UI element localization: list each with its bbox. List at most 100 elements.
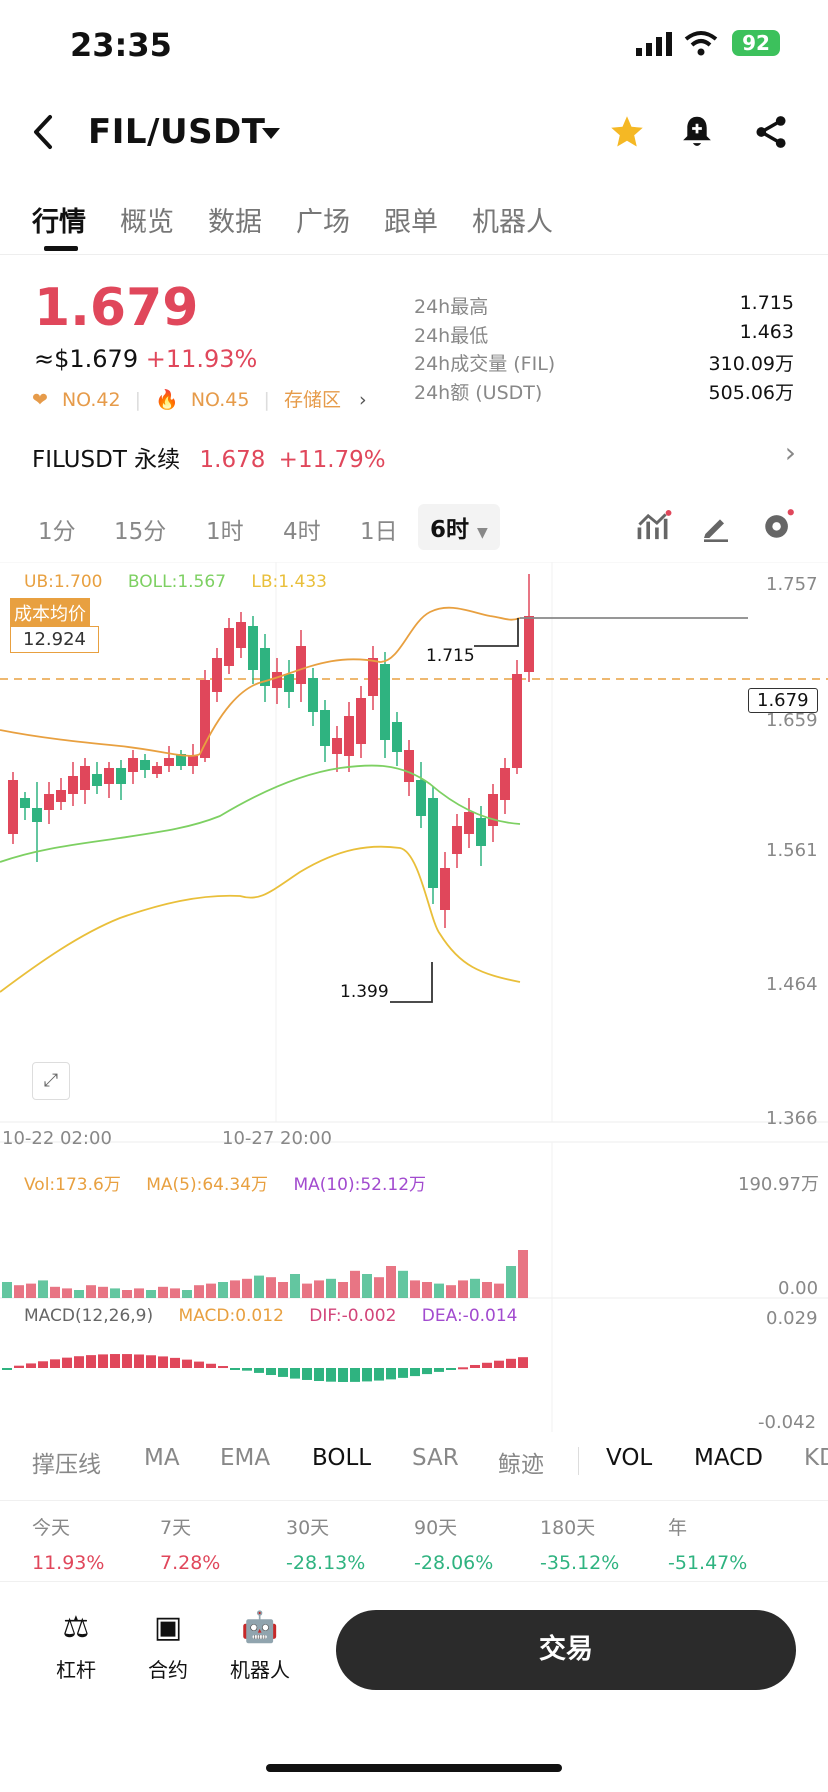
volume-bar [182, 1290, 192, 1298]
volume-bar [422, 1282, 432, 1298]
candle-body [368, 658, 378, 696]
cost-value: 12.924 [10, 626, 99, 653]
volume-bar [146, 1290, 156, 1298]
divider [578, 1447, 579, 1475]
candle-body [476, 818, 486, 846]
tf-4h[interactable]: 4时 [283, 519, 321, 545]
draw-pen-icon[interactable] [700, 510, 732, 542]
candle-body [332, 738, 342, 754]
tf-1d[interactable]: 1日 [360, 519, 398, 545]
macd-bar [494, 1360, 504, 1368]
nav-margin[interactable]: ⚖ 杠杆 [36, 1610, 116, 1683]
settings-gear-icon[interactable] [760, 508, 796, 542]
macd-bar [146, 1355, 156, 1368]
macd-bar [446, 1368, 456, 1370]
volume-macd-panel[interactable]: 0.00 MACD(12,26,9) MACD:0.012 DIF:-0.002… [0, 1242, 828, 1433]
active-tab-indicator [44, 246, 78, 251]
indicator-ema[interactable]: EMA [220, 1445, 271, 1471]
candle-body [224, 628, 234, 666]
rank-2[interactable]: NO.45 [190, 389, 250, 411]
tf-15m[interactable]: 15分 [114, 519, 167, 545]
volume-bar [14, 1285, 24, 1298]
alert-bell-icon[interactable] [680, 114, 714, 150]
perf-label: 90天 [414, 1517, 458, 1539]
price-axis-label: 1.464 [766, 974, 818, 995]
zone-tag[interactable]: 存储区 [283, 389, 341, 411]
tab-market[interactable]: 行情 [32, 207, 86, 238]
pair-title[interactable]: FIL/USDT [88, 112, 266, 152]
status-time: 23:35 [70, 26, 172, 64]
vol-ma10: MA(10):52.12万 [293, 1175, 427, 1195]
perf-label: 今天 [32, 1517, 71, 1539]
volume-bar [506, 1266, 516, 1298]
perpetual-row[interactable]: FILUSDT 永续 1.678 +11.79% › [32, 436, 796, 474]
tf-6h[interactable]: 6时 ▼ [418, 504, 500, 550]
macd-bar [434, 1368, 444, 1372]
volume-bar [218, 1282, 228, 1298]
candle-body [440, 868, 450, 910]
boll-lower-line [0, 845, 521, 993]
share-icon[interactable] [754, 114, 788, 150]
high-label: 1.715 [426, 646, 475, 666]
boll-ub: UB:1.700 [24, 572, 103, 592]
volume-macd-chart[interactable] [0, 1242, 828, 1432]
candle-body [260, 648, 270, 686]
home-indicator [266, 1764, 562, 1772]
perp-change: +11.79% [278, 447, 386, 473]
trade-button[interactable]: 交易 [336, 1610, 796, 1690]
tab-data[interactable]: 数据 [208, 207, 262, 238]
macd-bar [278, 1368, 288, 1377]
nav-futures[interactable]: ▣ 合约 [128, 1610, 208, 1683]
candle-body [236, 622, 246, 648]
nav-bot[interactable]: 🤖 机器人 [220, 1610, 300, 1683]
candle-body [356, 698, 366, 744]
candle-body [284, 674, 294, 692]
volume-bar [122, 1290, 132, 1298]
wifi-icon [684, 31, 718, 56]
candle-body [164, 758, 174, 766]
tf-1m[interactable]: 1分 [38, 519, 76, 545]
indicator-ma[interactable]: MA [144, 1445, 180, 1471]
dropdown-caret-icon[interactable] [262, 128, 280, 140]
candle-body [344, 716, 354, 756]
candle-body [272, 672, 282, 688]
favorite-star-icon[interactable] [608, 114, 646, 150]
indicator-vol[interactable]: VOL [606, 1445, 653, 1471]
price-chart[interactable]: UB:1.700 BOLL:1.567 LB:1.433 成本均价 12.924… [0, 561, 828, 1242]
back-arrow-icon[interactable] [32, 114, 54, 150]
chevron-right-icon[interactable]: › [784, 436, 796, 469]
expand-icon[interactable]: ⤢ [32, 1062, 70, 1100]
tab-overview[interactable]: 概览 [120, 207, 174, 238]
tf-6h-label: 6时 [430, 517, 470, 543]
stat-row: 24h最高 1.715 [414, 292, 794, 321]
candle-body [20, 798, 30, 808]
volume-bar [386, 1266, 396, 1298]
tab-square[interactable]: 广场 [296, 207, 350, 238]
candle-body [320, 710, 330, 746]
indicator-kd[interactable]: KD [804, 1445, 828, 1471]
indicator-chart-icon[interactable] [636, 510, 672, 542]
perf-value: 11.93% [32, 1552, 105, 1574]
futures-icon: ▣ [153, 1610, 183, 1645]
tf-1h[interactable]: 1时 [206, 519, 244, 545]
indicator-macd[interactable]: MACD [694, 1445, 763, 1471]
tab-bot[interactable]: 机器人 [472, 207, 553, 238]
volume-bar [158, 1286, 168, 1298]
indicator-boll[interactable]: BOLL [312, 1445, 372, 1471]
volume-bar [314, 1280, 324, 1298]
nav-label: 杠杆 [56, 1658, 96, 1682]
volume-bar [86, 1285, 96, 1298]
candle-body [116, 768, 126, 784]
volume-bar [74, 1290, 84, 1298]
chevron-right-icon[interactable]: › [359, 389, 367, 411]
candle-body [188, 756, 198, 766]
tab-copytrade[interactable]: 跟单 [384, 207, 438, 238]
candle-body [152, 766, 162, 774]
macd-bar [422, 1368, 432, 1375]
indicator-whale[interactable]: 鲸迹 [498, 1452, 544, 1478]
indicator-support[interactable]: 撑压线 [32, 1452, 101, 1478]
candlestick-chart[interactable] [0, 561, 828, 1242]
macd-bar [98, 1354, 108, 1368]
indicator-sar[interactable]: SAR [412, 1445, 459, 1471]
rank-1[interactable]: NO.42 [61, 389, 121, 411]
